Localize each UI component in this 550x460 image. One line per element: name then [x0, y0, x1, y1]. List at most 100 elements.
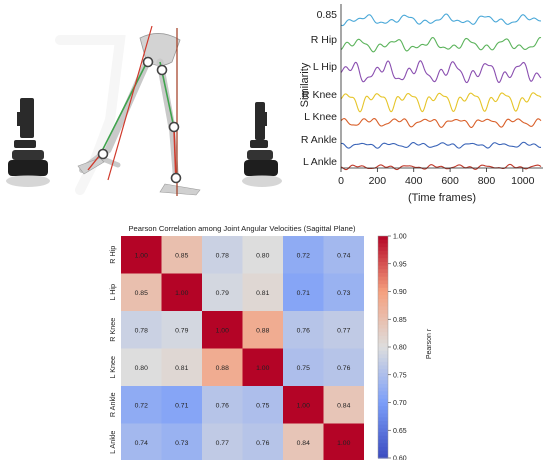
heatmap-cell-label: 0.71	[297, 290, 310, 297]
heatmap-row-label: R Ankle	[108, 392, 117, 417]
colorbar-segment	[378, 313, 388, 318]
colorbar-segment	[378, 306, 388, 311]
timeseries-x-tick-label: 800	[478, 175, 496, 187]
colorbar-segment	[378, 243, 388, 248]
heatmap-cell	[242, 423, 283, 460]
heatmap-row-label: L Ankle	[108, 431, 117, 454]
heatmap-cell	[283, 423, 324, 460]
colorbar-segment	[378, 361, 388, 367]
heatmap-cell	[283, 236, 324, 274]
timeseries-lines	[340, 13, 542, 171]
timeseries-x-tick-label: 600	[441, 175, 459, 187]
timeseries-line	[340, 60, 542, 84]
colorbar-segment	[378, 280, 388, 285]
colorbar-segment	[378, 387, 388, 392]
heatmap-cell	[283, 311, 324, 349]
colorbar-segment	[378, 413, 388, 418]
heatmap-cell-label: 0.76	[297, 327, 310, 334]
heatmap-cell-label: 0.76	[337, 365, 350, 372]
colorbar-segment	[378, 391, 388, 396]
heatmap-cell	[161, 311, 202, 349]
heatmap-cell-label: 1.00	[256, 365, 269, 372]
colorbar-segment	[378, 398, 388, 404]
heatmap-cell	[202, 386, 243, 424]
heatmap-cell-label: 0.81	[175, 365, 188, 372]
heatmap-cell-label: 0.76	[216, 402, 229, 409]
colorbar-segment	[378, 439, 388, 444]
colorbar-segment	[378, 236, 388, 241]
colorbar-tick-label: 1.00	[393, 234, 407, 241]
timeseries-y-tick-label: R Hip	[311, 34, 337, 46]
colorbar-segment	[378, 347, 388, 352]
colorbar-segment	[378, 435, 388, 441]
colorbar-segment	[378, 250, 388, 256]
timeseries-x-axis-label: (Time frames)	[408, 192, 476, 204]
timeseries-x-tick-label: 1000	[511, 175, 535, 187]
colorbar-tick-label: 0.75	[393, 372, 407, 379]
hip-joint-marker	[142, 56, 154, 68]
heatmap-row-label: L Hip	[108, 284, 117, 301]
heatmap-cell	[323, 236, 364, 274]
heatmap-cell-label: 0.74	[135, 440, 148, 447]
heatmap-cell-label: 0.71	[175, 402, 188, 409]
colorbar-segment	[378, 443, 388, 448]
timeseries-y-tick-label: L Ankle	[303, 156, 337, 168]
colorbar-segment	[378, 321, 388, 326]
timeseries-line	[340, 117, 542, 128]
right-device-icon	[242, 102, 282, 187]
timeseries-y-tick-label: 0.85	[317, 9, 338, 21]
heatmap-cell-label: 0.73	[337, 290, 350, 297]
heatmap-title: Pearson Correlation among Joint Angular …	[128, 224, 356, 233]
skeleton-legs	[77, 33, 201, 196]
colorbar-segment	[378, 446, 388, 452]
similarity-timeseries-chart: 0.85 R Hip L Hip R Knee L Knee R Ankle L Ankle…	[299, 4, 543, 204]
heatmap-cell	[323, 423, 364, 460]
heatmap-cell-label: 1.00	[297, 402, 310, 409]
heatmap-cell	[242, 273, 283, 311]
heatmap-cell-label: 1.00	[216, 327, 229, 334]
colorbar-segment	[378, 409, 388, 415]
heatmap-cell	[323, 273, 364, 311]
colorbar-segment	[378, 406, 388, 411]
heatmap-cell-label: 0.75	[297, 365, 310, 372]
heatmap-cell-label: 0.80	[135, 365, 148, 372]
colorbar-segment	[378, 350, 388, 355]
colorbar-segment	[378, 247, 388, 252]
colorbar-segment	[378, 258, 388, 263]
colorbar-segment	[378, 332, 388, 337]
colorbar-segment	[378, 369, 388, 374]
knee-joint-marker	[97, 148, 109, 160]
colorbar-segment	[378, 343, 388, 348]
gait-illustration	[6, 25, 282, 196]
timeseries-y-tick-labels: 0.85 R Hip L Hip R Knee L Knee R Ankle L Ankle	[301, 9, 337, 168]
heatmap-row-label: R Knee	[108, 318, 117, 342]
heatmap-cell	[121, 311, 162, 349]
colorbar-segment	[378, 380, 388, 385]
correlation-heatmap: Pearson Correlation among Joint Angular …	[108, 224, 433, 460]
colorbar-tick-label: 0.80	[393, 345, 407, 352]
colorbar-segment	[378, 428, 388, 433]
colorbar-segment	[378, 421, 388, 426]
timeseries-line	[340, 92, 542, 113]
heatmap-cell-label: 0.77	[216, 440, 229, 447]
heatmap-cell	[121, 348, 162, 386]
colorbar-segment	[378, 354, 388, 359]
colorbar-tick-label: 0.65	[393, 428, 407, 435]
hip-joint-marker	[156, 64, 168, 76]
heatmap-cell-label: 0.72	[297, 252, 310, 259]
timeseries-y-tick-label: L Hip	[313, 61, 337, 73]
colorbar-segment	[378, 402, 388, 407]
timeseries-line	[340, 163, 542, 171]
colorbar-segment	[378, 302, 388, 307]
colorbar-segment	[378, 376, 388, 381]
colorbar-segment	[378, 317, 388, 322]
heatmap-cell-label: 0.80	[256, 252, 269, 259]
colorbar-label: Pearson r	[426, 328, 433, 359]
colorbar-segment	[378, 265, 388, 270]
heatmap-row-labels: R Hip L Hip R Knee L Knee R Ankle L Ankle	[108, 246, 117, 454]
heatmap-cell-label: 0.76	[256, 440, 269, 447]
colorbar-tick-label: 0.70	[393, 400, 407, 407]
timeseries-y-tick-label: L Knee	[304, 111, 337, 123]
heatmap-cell	[323, 348, 364, 386]
